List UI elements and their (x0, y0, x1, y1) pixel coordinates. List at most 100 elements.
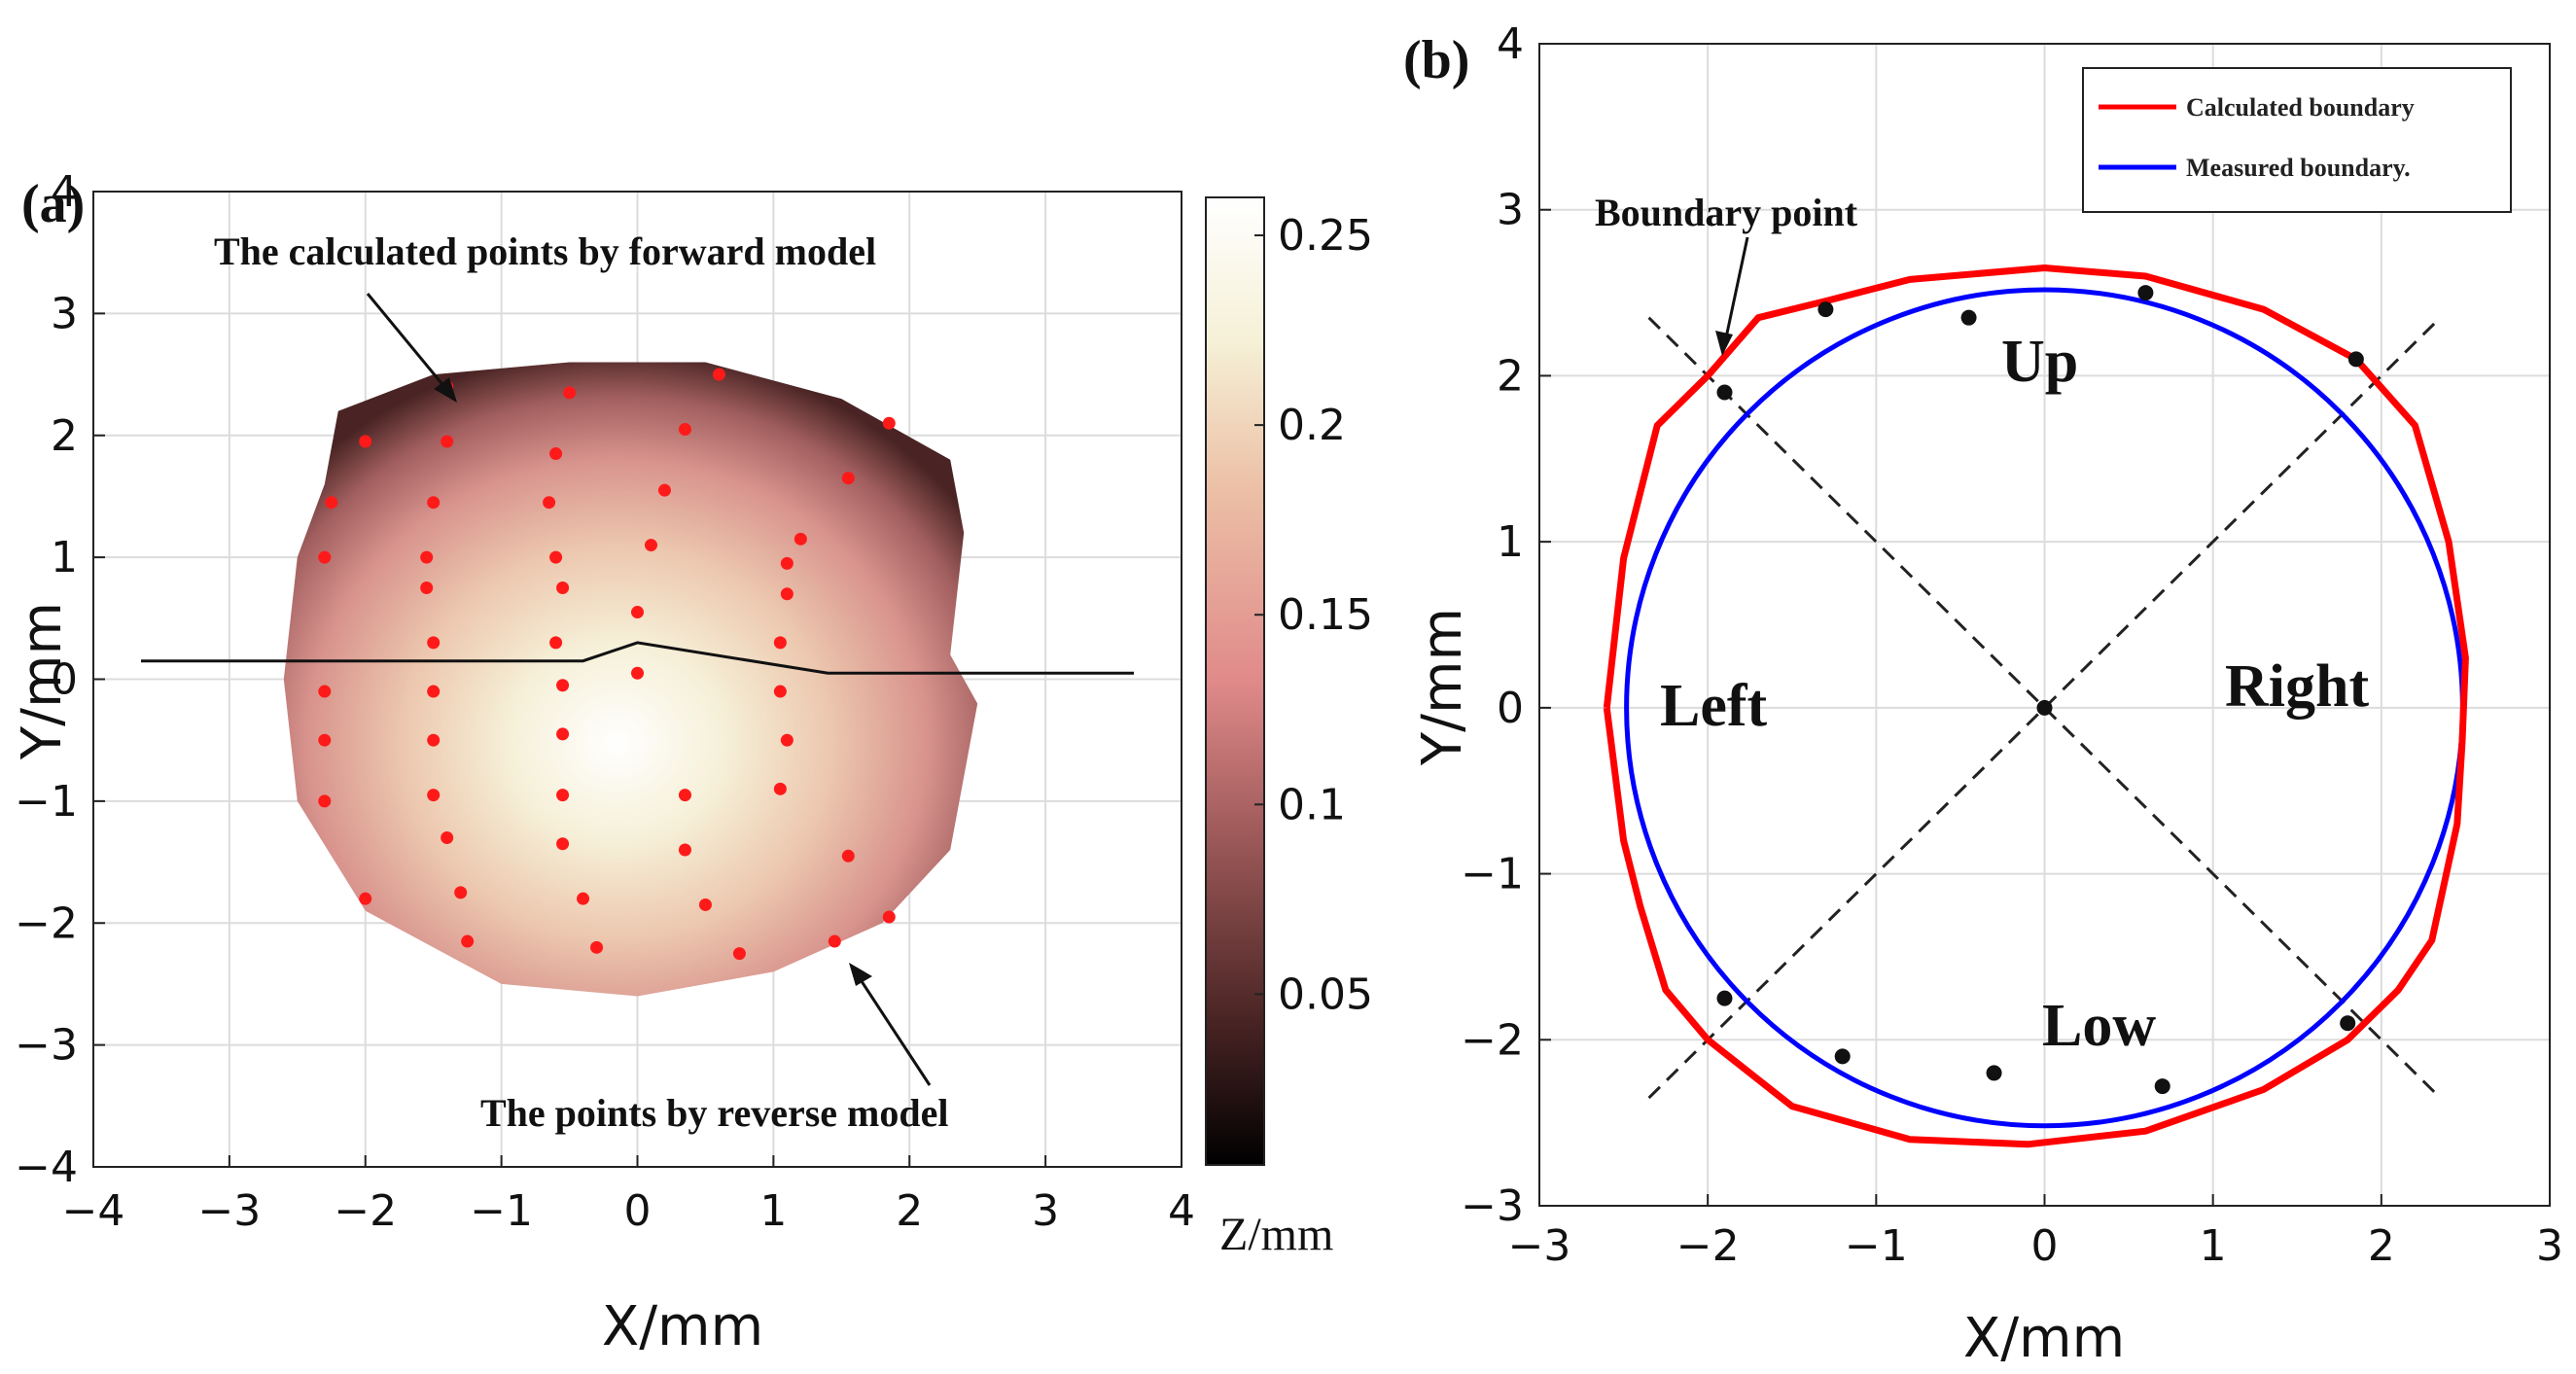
panel-a-points (318, 368, 896, 961)
panel-b-xlabel: X/mm (1963, 1307, 2125, 1370)
panel-a-ytick-label: 0 (51, 655, 78, 705)
panel-a-point (773, 782, 787, 795)
panel-a-point (780, 556, 794, 570)
annotation-reverse-arrowhead (849, 963, 872, 986)
panel-a-point (427, 789, 441, 802)
panel-b-ytick-label: −1 (1461, 850, 1524, 899)
panel-a-ytick-label: 2 (51, 411, 78, 461)
panel-a-point (325, 496, 338, 510)
colorbar-label: Z/mm (1219, 1209, 1333, 1260)
panel-b-boundary-point (2154, 1078, 2170, 1095)
panel-a-point (556, 789, 570, 802)
region-label-low: Low (2042, 993, 2156, 1059)
panel-a-point (678, 843, 691, 857)
panel-a-point (841, 472, 855, 485)
annotation-reverse-arrow-line (854, 971, 932, 1086)
panel-a-xtick-label: 2 (896, 1186, 923, 1236)
panel-a-point (882, 910, 896, 924)
panel-a-point (882, 416, 896, 430)
panel-a-point (427, 636, 441, 650)
panel-a-point (318, 733, 332, 747)
panel-a-point (543, 496, 556, 510)
panel-a-ytick-label: −3 (15, 1021, 78, 1071)
panel-a-point (780, 733, 794, 747)
panel-a-point (427, 496, 441, 510)
panel-b-boundary-point (1986, 1065, 2002, 1081)
panel-a-point (556, 679, 570, 692)
panel-a-xtick-label: −2 (334, 1186, 397, 1236)
panel-a-point (678, 422, 691, 436)
panel-b-xtick-label: −3 (1508, 1221, 1571, 1271)
colorbar-tick-label: 0.15 (1278, 590, 1373, 640)
panel-b-boundary-point (1716, 990, 1733, 1006)
panel-a-xtick-label: −4 (62, 1186, 125, 1236)
panel-a-point (678, 789, 691, 802)
panel-a-point (549, 550, 563, 564)
panel-a-xlabel: X/mm (602, 1295, 763, 1358)
panel-a-point (454, 886, 468, 899)
annotation-forward-model: The calculated points by forward model (214, 229, 876, 273)
panel-b-xtick-label: −2 (1676, 1221, 1740, 1271)
panel-b-boundary-point (1834, 1048, 1851, 1065)
legend: Calculated boundary Measured boundary. (2082, 67, 2512, 213)
panel-a-point (698, 898, 712, 911)
panel-b-ytick-label: 2 (1497, 351, 1524, 401)
panel-a-xtick-label: 1 (759, 1186, 787, 1236)
panel-a-point (441, 435, 454, 448)
panel-a-point (441, 830, 454, 844)
panel-a-point (359, 435, 372, 448)
panel-b-ytick-label: 4 (1497, 19, 1524, 69)
panel-a-point (427, 685, 441, 698)
panel-a-point (631, 606, 644, 619)
panel-b-ticks: −3 −2 −1 0 1 2 3 −3 −2 −1 0 1 2 3 4 (1461, 19, 2563, 1271)
panel-a-ytick-label: 3 (51, 289, 78, 338)
panel-a-point (420, 581, 434, 594)
panel-a-label: (a) (21, 174, 85, 234)
panel-b-boundary-point (2137, 285, 2154, 301)
panel-a-xtick-label: 3 (1032, 1186, 1059, 1236)
panel-b-ytick-label: 3 (1497, 186, 1524, 235)
panel-b-xtick-label: 3 (2536, 1221, 2563, 1271)
panel-b-xtick-label: −1 (1845, 1221, 1908, 1271)
panel-a-point (549, 447, 563, 461)
annotation-reverse-model: The points by reverse model (480, 1091, 948, 1135)
panel-b-boundary-point (1817, 301, 1834, 318)
panel-a-point (794, 532, 807, 546)
legend-box (2082, 67, 2512, 213)
annotation-boundary-point: Boundary point (1595, 191, 1858, 234)
annotation-boundary-arrow-line (1723, 236, 1749, 343)
panel-a-point (556, 727, 570, 741)
panel-b-ylabel: Y/mm (1411, 608, 1474, 766)
panel-a-ytick-label: −1 (15, 777, 78, 827)
colorbar-tick-label: 0.05 (1278, 969, 1373, 1019)
panel-a-point (780, 587, 794, 601)
panel-a-point (318, 794, 332, 808)
panel-b-diagonal (1647, 316, 2442, 1100)
panel-a-xtick-label: −1 (470, 1186, 533, 1236)
panel-a-point (318, 685, 332, 698)
annotation-forward-arrowhead (434, 377, 457, 403)
colorbar-tick-label: 0.25 (1278, 211, 1373, 261)
panel-a-ytick-label: 1 (51, 533, 78, 582)
panel-a-point (712, 368, 725, 381)
panel-a-point (732, 947, 746, 961)
legend-label-calculated: Calculated boundary (2186, 93, 2415, 122)
panel-a-point (318, 550, 332, 564)
panel-a-point (461, 934, 475, 948)
panel-b-boundary-point (2340, 1015, 2356, 1032)
panel-a-point (359, 892, 372, 905)
panel-a-surface (283, 362, 978, 997)
panel-a-point (427, 733, 441, 747)
panel-a-xtick-label: −3 (197, 1186, 261, 1236)
panel-a-xtick-label: 0 (624, 1186, 652, 1236)
region-label-up: Up (2001, 329, 2078, 395)
panel-b-xtick-label: 1 (2200, 1221, 2227, 1271)
panel-b-boundary-point (2347, 351, 2364, 368)
panel-a-xtick-label: 4 (1168, 1186, 1195, 1236)
panel-b-diagonals (1647, 316, 2442, 1100)
panel-b-xtick-label: 0 (2031, 1221, 2059, 1271)
panel-b-boundary-point (1716, 384, 1733, 401)
panel-a-point (773, 636, 787, 650)
panel-a-point (563, 386, 577, 400)
